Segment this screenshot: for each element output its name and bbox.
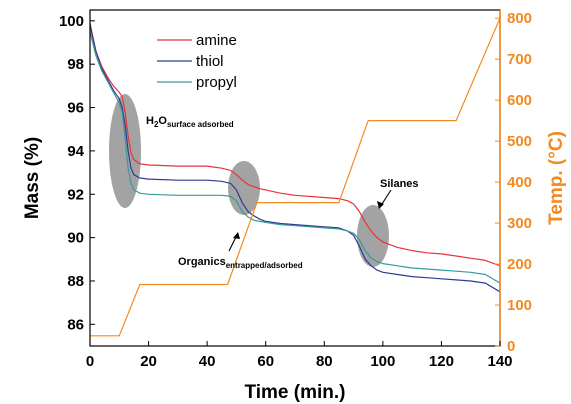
y-tick-label: 92	[67, 186, 84, 203]
silanes-region-ellipse	[357, 205, 389, 267]
y2-tick-label: 500	[507, 133, 532, 150]
legend-label-propyl: propyl	[196, 74, 237, 91]
x-tick-label: 20	[140, 353, 157, 370]
y-tick-label: 88	[67, 273, 84, 290]
series-line-thiol	[89, 25, 501, 293]
y-tick-label: 86	[67, 316, 84, 333]
y-tick-label: 100	[59, 13, 84, 30]
legend: amine thiol propyl	[157, 32, 237, 91]
y2-tick-label: 800	[507, 10, 532, 27]
series-line-temperature	[90, 17, 501, 337]
y2-tick-label: 0	[507, 338, 515, 355]
annotation-organics: Organicsentrapped/adsorbed	[178, 232, 303, 270]
y2-tick-label: 600	[507, 92, 532, 109]
x-tick-label: 120	[429, 353, 454, 370]
annotation-organics-label: Organicsentrapped/adsorbed	[178, 256, 303, 270]
y2-tick-label: 400	[507, 174, 532, 191]
y2-tick-label: 700	[507, 51, 532, 68]
plot-frame	[89, 9, 501, 347]
annotation-h2o: H2Osurface adsorbed	[146, 115, 234, 129]
y-tick-label: 96	[67, 100, 84, 117]
y2-axis-title: Temp. (°C)	[546, 131, 567, 225]
y2-tick-label: 100	[507, 297, 532, 314]
y2-tick-label: 200	[507, 256, 532, 273]
x-tick-label: 140	[487, 353, 512, 370]
annotation-organics-arrowhead	[233, 232, 240, 239]
legend-label-amine: amine	[196, 32, 237, 49]
x-tick-label: 60	[257, 353, 274, 370]
y2-tick-label: 300	[507, 215, 532, 232]
x-tick-label: 80	[316, 353, 333, 370]
x-tick-label: 0	[86, 353, 94, 370]
h2o-region-ellipse	[109, 94, 141, 208]
annotation-silanes-label: Silanes	[380, 178, 419, 190]
x-tick-label: 40	[199, 353, 216, 370]
series-line-amine	[89, 22, 501, 267]
legend-label-thiol: thiol	[196, 53, 224, 70]
y-tick-label: 90	[67, 230, 84, 247]
y-axis-title: Mass (%)	[22, 137, 43, 219]
annotation-silanes-arrowhead	[377, 201, 384, 209]
y-tick-label: 98	[67, 56, 84, 73]
x-axis-title: Time (min.)	[245, 382, 346, 403]
y-tick-label: 94	[67, 143, 84, 160]
annotation-h2o-label: H2Osurface adsorbed	[146, 115, 234, 129]
annotation-silanes: Silanes	[377, 178, 419, 209]
x-tick-label: 100	[370, 353, 395, 370]
series-line-propyl	[89, 31, 501, 284]
